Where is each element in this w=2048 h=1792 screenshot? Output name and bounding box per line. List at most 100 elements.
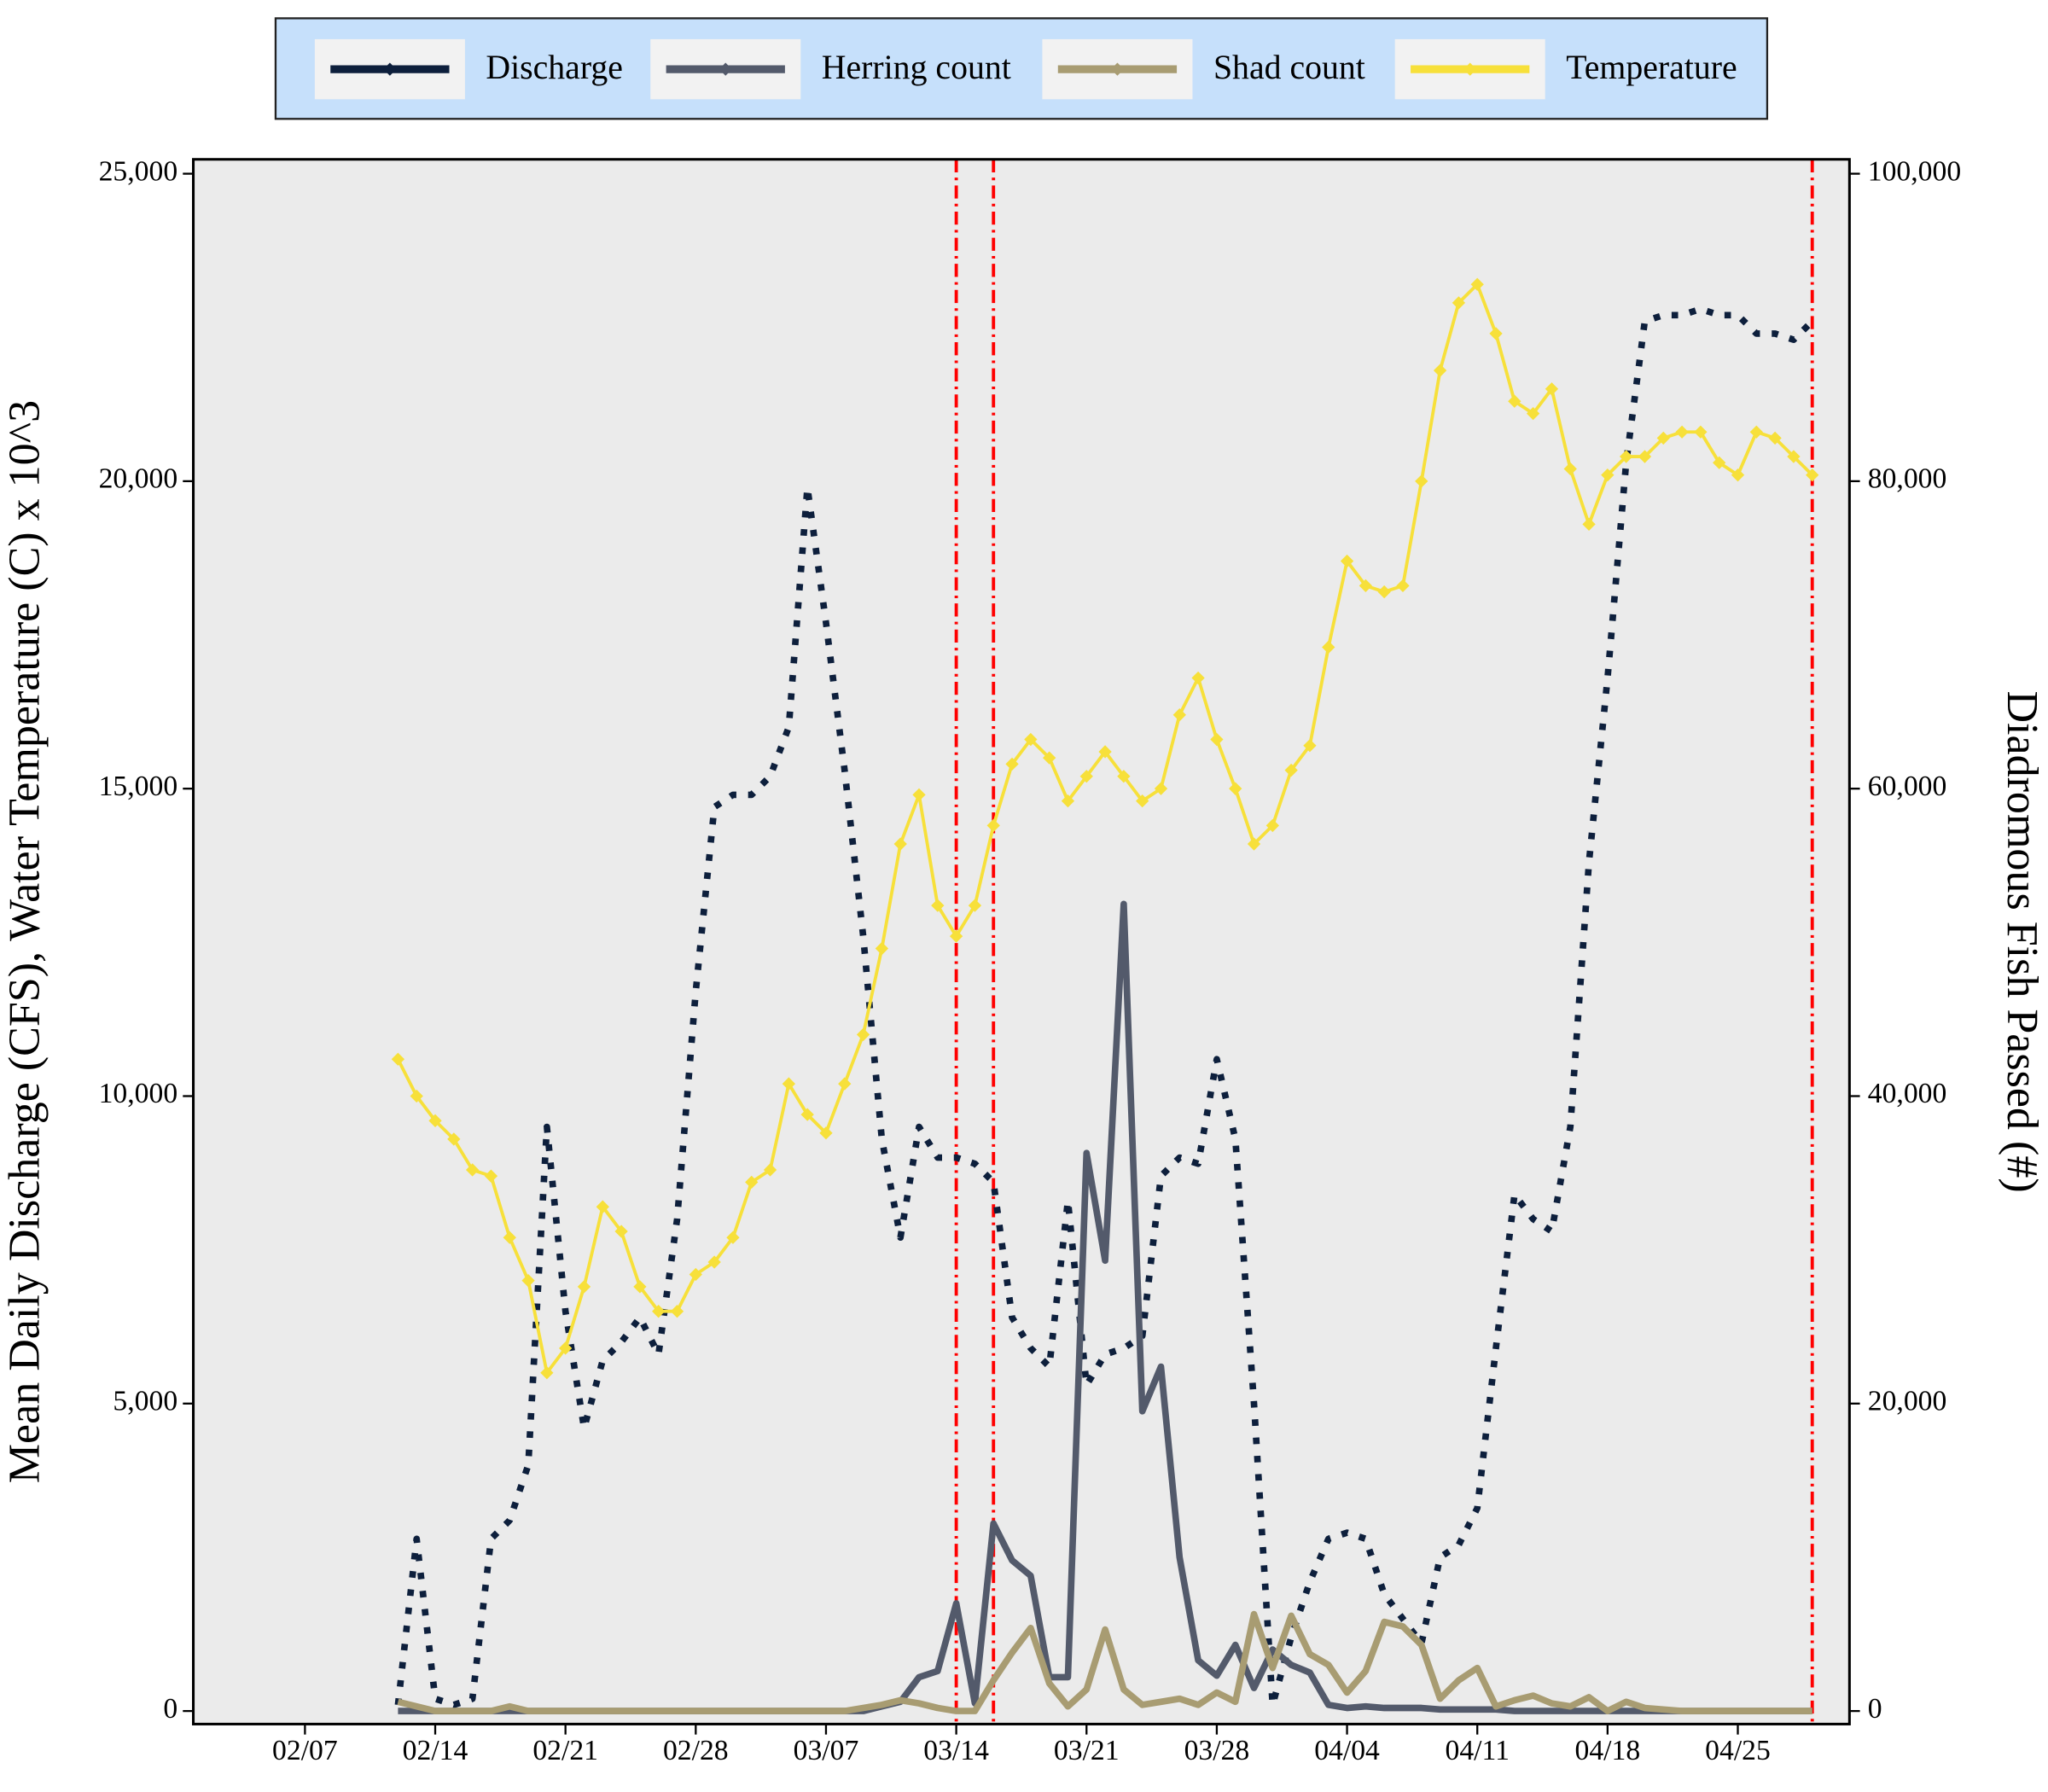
series-marker — [1545, 382, 1559, 396]
series-marker — [931, 899, 945, 912]
x-tick-label: 03/28 — [1184, 1735, 1250, 1766]
series-marker — [800, 1108, 814, 1121]
series-marker — [893, 837, 907, 851]
series-marker — [782, 1077, 796, 1091]
x-tick-label: 04/04 — [1314, 1735, 1380, 1766]
series-marker — [745, 1175, 759, 1190]
y2-tick-label: 20,000 — [1868, 1386, 1947, 1417]
legend-marker — [383, 62, 397, 76]
legend-label: Herring count — [822, 49, 1011, 86]
plot-background — [193, 159, 1850, 1725]
series-marker — [1340, 554, 1354, 568]
series-marker — [410, 1089, 423, 1103]
x-tick-label: 04/18 — [1575, 1735, 1641, 1766]
series-marker — [949, 929, 963, 943]
series-marker — [447, 1132, 461, 1146]
x-tick-label: 02/07 — [272, 1735, 338, 1766]
x-tick-label: 04/11 — [1445, 1735, 1509, 1766]
y2-axis-label: Diadromous Fish Passed (#) — [1998, 690, 2046, 1192]
series-marker — [1191, 671, 1205, 685]
y-tick-label: 15,000 — [99, 771, 178, 802]
x-tick-label: 02/28 — [663, 1735, 729, 1766]
legend-label: Discharge — [486, 49, 623, 86]
series-marker — [1415, 474, 1428, 488]
y-tick-label: 5,000 — [113, 1386, 177, 1417]
series-marker — [577, 1280, 591, 1294]
plot — [391, 159, 1819, 1725]
y-tick-label: 10,000 — [99, 1078, 178, 1109]
series-marker — [1247, 837, 1261, 851]
series-line — [397, 1610, 1812, 1714]
series-line — [394, 305, 1815, 1708]
series-marker — [1117, 770, 1131, 783]
series-marker — [1526, 406, 1540, 421]
series-marker — [1210, 732, 1224, 747]
series-marker — [465, 1163, 480, 1177]
series-marker — [670, 1305, 684, 1318]
series-marker — [559, 1341, 573, 1355]
y2-tick-label: 40,000 — [1868, 1078, 1947, 1109]
series-marker — [1284, 763, 1298, 777]
legend-label: Temperature — [1566, 49, 1737, 86]
y-tick-label: 0 — [163, 1693, 177, 1725]
series-marker — [1806, 468, 1819, 482]
series-marker — [1656, 431, 1670, 445]
legend-label: Shad count — [1213, 49, 1365, 86]
series-marker — [1787, 450, 1801, 463]
series-marker — [689, 1267, 702, 1282]
y2-tick-label: 0 — [1868, 1693, 1882, 1725]
series-marker — [428, 1114, 442, 1127]
series-marker — [1265, 818, 1279, 833]
x-tick-label: 03/14 — [923, 1735, 989, 1766]
series-marker — [875, 941, 889, 956]
legend-marker — [1463, 62, 1477, 76]
y-axis-label: Mean Daily Discharge (CFS), Water Temper… — [1, 400, 49, 1483]
legend-marker — [1110, 62, 1125, 76]
series-marker — [1470, 277, 1484, 291]
series-marker — [1229, 782, 1242, 795]
series-marker — [1079, 770, 1093, 783]
plot-frame — [192, 158, 1851, 1725]
y2-tick-label: 100,000 — [1868, 155, 1961, 187]
series-marker — [614, 1225, 628, 1238]
series-marker — [1172, 708, 1186, 722]
series-marker — [540, 1366, 554, 1380]
x-tick-label: 03/07 — [794, 1735, 859, 1766]
x-tick-label: 03/21 — [1054, 1735, 1120, 1766]
series-marker — [1731, 468, 1745, 482]
series-marker — [391, 1052, 405, 1066]
series-marker — [1638, 450, 1652, 463]
series-marker — [707, 1255, 721, 1269]
series-marker — [838, 1077, 852, 1091]
series-marker — [1061, 794, 1075, 808]
series-marker — [1452, 296, 1466, 310]
x-tick-label: 02/14 — [403, 1735, 468, 1766]
x-tick-label: 04/25 — [1705, 1735, 1771, 1766]
series-marker — [1303, 739, 1317, 753]
series-marker — [1098, 745, 1112, 759]
series-marker — [1042, 751, 1056, 765]
series-marker — [1563, 462, 1577, 476]
series-marker — [1396, 579, 1410, 593]
series-marker — [1359, 579, 1373, 593]
series-marker — [1005, 757, 1019, 771]
series-marker — [596, 1200, 609, 1213]
series-marker — [484, 1169, 498, 1183]
series-marker — [986, 818, 1000, 833]
series-marker — [1154, 782, 1168, 795]
series-marker — [968, 899, 982, 912]
series-marker — [912, 788, 926, 802]
series-marker — [1582, 517, 1596, 531]
series-marker — [652, 1305, 666, 1318]
series-marker — [1768, 431, 1782, 445]
series-marker — [503, 1231, 516, 1244]
series-marker — [633, 1280, 647, 1294]
series-marker — [521, 1274, 535, 1288]
y2-tick-label: 80,000 — [1868, 463, 1947, 495]
series-marker — [1024, 732, 1038, 747]
series-marker — [1620, 450, 1633, 463]
series-marker — [1675, 425, 1689, 439]
series-marker — [763, 1163, 777, 1177]
series-marker — [1322, 640, 1335, 655]
